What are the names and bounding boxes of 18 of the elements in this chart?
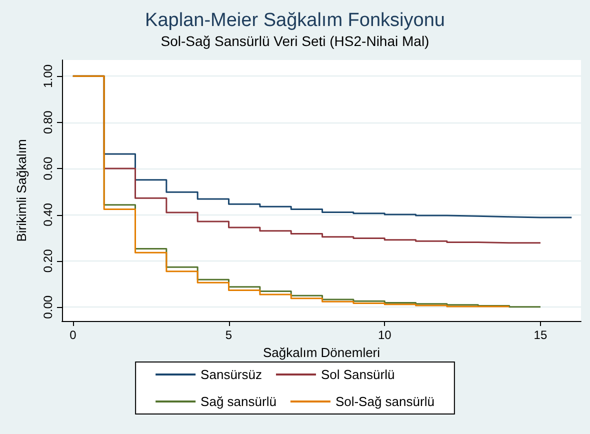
legend-label: Sol-Sağ sansürlü [335,394,434,409]
legend-label: Sansürsüz [200,367,262,382]
x-tick-label: 0 [70,328,77,342]
legend-label: Sol Sansürlü [320,367,395,382]
y-tick-label: 0.20 [41,248,55,273]
y-tick-label: 0.80 [41,110,55,134]
x-tick-label: 15 [534,328,548,342]
y-tick-label: 0.40 [41,202,55,226]
y-tick-label: 1.00 [41,64,55,88]
y-axis-title: Birikimli Sağkalım [14,139,29,242]
legend-label: Sağ sansürlü [200,394,276,409]
y-tick-label: 0.60 [41,156,55,180]
x-tick-label: 10 [378,328,392,342]
y-tick-label: 0.00 [41,295,55,319]
x-tick-label: 5 [225,328,232,342]
chart-subtitle: Sol-Sağ Sansürlü Veri Seti (HS2-Nihai Mal) [160,33,430,49]
chart-title: Kaplan-Meier Sağkalım Fonksiyonu [145,10,445,31]
x-axis-title: Sağkalım Dönemleri [262,344,380,360]
